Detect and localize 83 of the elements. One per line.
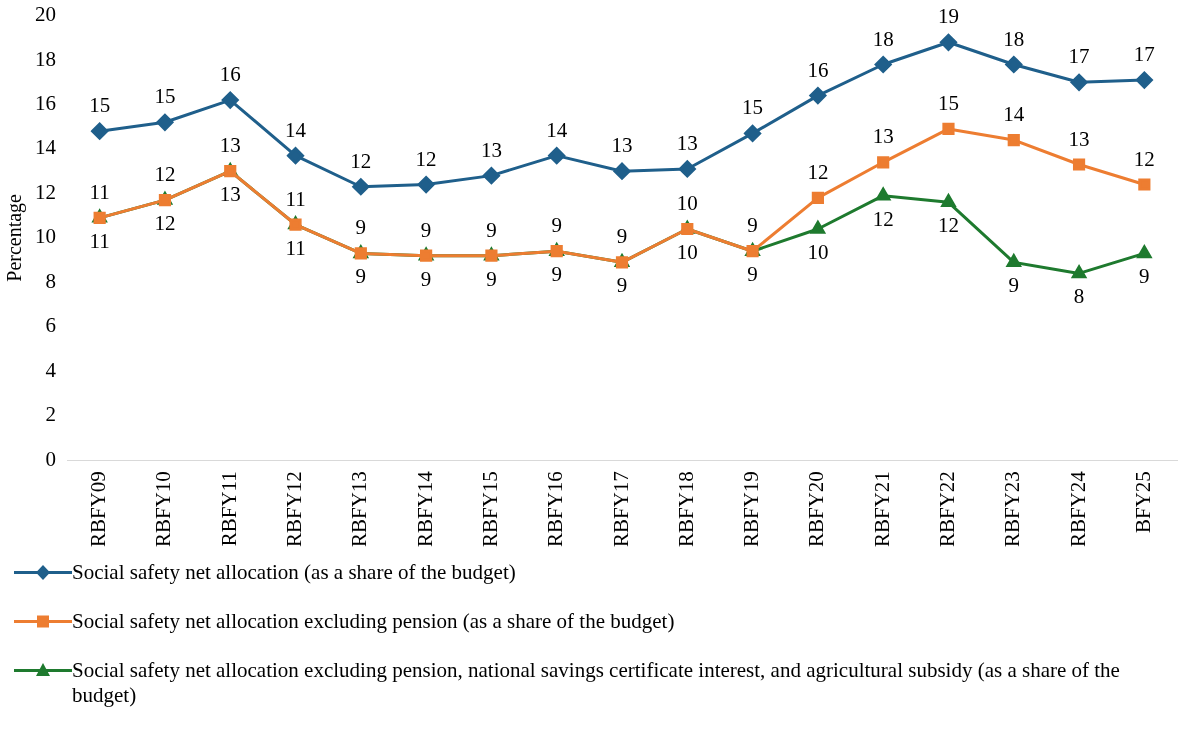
x-tick-label: RBFY17 (608, 471, 633, 547)
data-label: 9 (420, 217, 432, 242)
x-tick-label: RBFY13 (347, 471, 372, 547)
y-tick-label: 6 (45, 313, 56, 338)
data-label: 19 (937, 4, 959, 29)
data-label: 9 (616, 224, 628, 249)
data-label: 18 (1003, 26, 1025, 51)
data-label: 9 (616, 273, 628, 298)
y-tick-label: 16 (35, 91, 56, 116)
x-tick-label: RBFY10 (151, 471, 176, 547)
data-label: 12 (154, 211, 176, 236)
data-label: 14 (1003, 102, 1025, 127)
data-label: 13 (676, 130, 698, 155)
data-label: 12 (937, 213, 959, 238)
data-label: 10 (676, 240, 698, 264)
x-tick-label: RBFY15 (477, 471, 502, 547)
x-tick-label: RBFY24 (1065, 470, 1090, 547)
x-tick-label: RBFY21 (869, 471, 894, 547)
data-label: 9 (355, 215, 367, 240)
data-label: 9 (551, 262, 562, 287)
data-label: 17 (1133, 42, 1155, 67)
data-label: 10 (807, 240, 829, 264)
x-tick-label: RBFY11 (216, 471, 241, 547)
data-label: 9 (486, 266, 497, 291)
data-label: 18 (872, 26, 894, 51)
data-label: 12 (1133, 146, 1155, 171)
legend-label: Social safety net allocation excluding pension (as a share of the budget) (72, 609, 675, 634)
data-label: 15 (89, 93, 111, 118)
data-label: 12 (807, 159, 829, 184)
y-tick-label: 10 (35, 224, 56, 249)
x-tick-label: RBFY16 (543, 471, 568, 547)
x-tick-label: BFY25 (1130, 471, 1155, 533)
data-label: 15 (154, 84, 176, 109)
x-tick-label: RBFY14 (412, 470, 437, 547)
data-label: 15 (937, 90, 959, 115)
data-label: 16 (219, 62, 241, 87)
data-label: 14 (546, 117, 568, 142)
y-tick-label: 12 (35, 179, 56, 204)
x-tick-label: RBFY20 (804, 471, 829, 547)
x-tick-label: RBFY22 (934, 471, 959, 547)
y-tick-label: 14 (35, 135, 57, 160)
x-tick-label: RBFY19 (739, 471, 764, 547)
data-label: 9 (1008, 273, 1020, 298)
data-label: 9 (1139, 264, 1150, 289)
data-label: 9 (355, 264, 367, 289)
y-tick-label: 0 (45, 446, 56, 471)
data-label: 17 (1068, 44, 1090, 69)
y-tick-label: 8 (45, 268, 56, 293)
data-label: 9 (747, 213, 758, 238)
x-tick-label: RBFY18 (673, 471, 698, 547)
data-label: 13 (1068, 126, 1090, 151)
y-tick-label: 18 (35, 46, 56, 71)
data-label: 14 (285, 117, 307, 142)
data-label: 16 (807, 57, 829, 82)
data-label: 8 (1073, 284, 1085, 309)
data-label: 9 (420, 266, 432, 291)
y-axis-title: Percentage (3, 193, 27, 282)
data-label: 12 (154, 162, 176, 187)
legend-label: Social safety net allocation (as a share of the budget) (72, 560, 516, 585)
data-label: 15 (742, 95, 764, 120)
x-tick-label: RBFY09 (86, 471, 111, 547)
data-label: 11 (285, 235, 306, 260)
data-label: 12 (350, 148, 372, 173)
x-tick-label: RBFY23 (1000, 471, 1025, 547)
x-tick-label: RBFY12 (282, 471, 307, 547)
data-label: 9 (486, 217, 497, 242)
data-label: 11 (89, 228, 110, 253)
data-label: 12 (872, 206, 894, 231)
data-label: 12 (415, 146, 437, 171)
data-label: 13 (480, 137, 502, 162)
data-label: 13 (219, 133, 241, 158)
data-label: 13 (219, 182, 241, 207)
data-label: 13 (611, 133, 633, 158)
y-tick-label: 2 (45, 402, 56, 427)
data-label: 11 (285, 186, 306, 211)
data-label: 13 (872, 124, 894, 149)
data-label: 10 (676, 191, 698, 215)
data-label: 9 (551, 213, 562, 238)
y-tick-label: 4 (45, 357, 57, 382)
data-label: 9 (747, 262, 758, 287)
data-label: 11 (89, 179, 110, 204)
legend-label: Social safety net allocation excluding pension, national savings certificate interest, and agricultural subsidy (as a share of the budget) (72, 658, 1121, 708)
y-tick-label: 20 (35, 2, 56, 27)
